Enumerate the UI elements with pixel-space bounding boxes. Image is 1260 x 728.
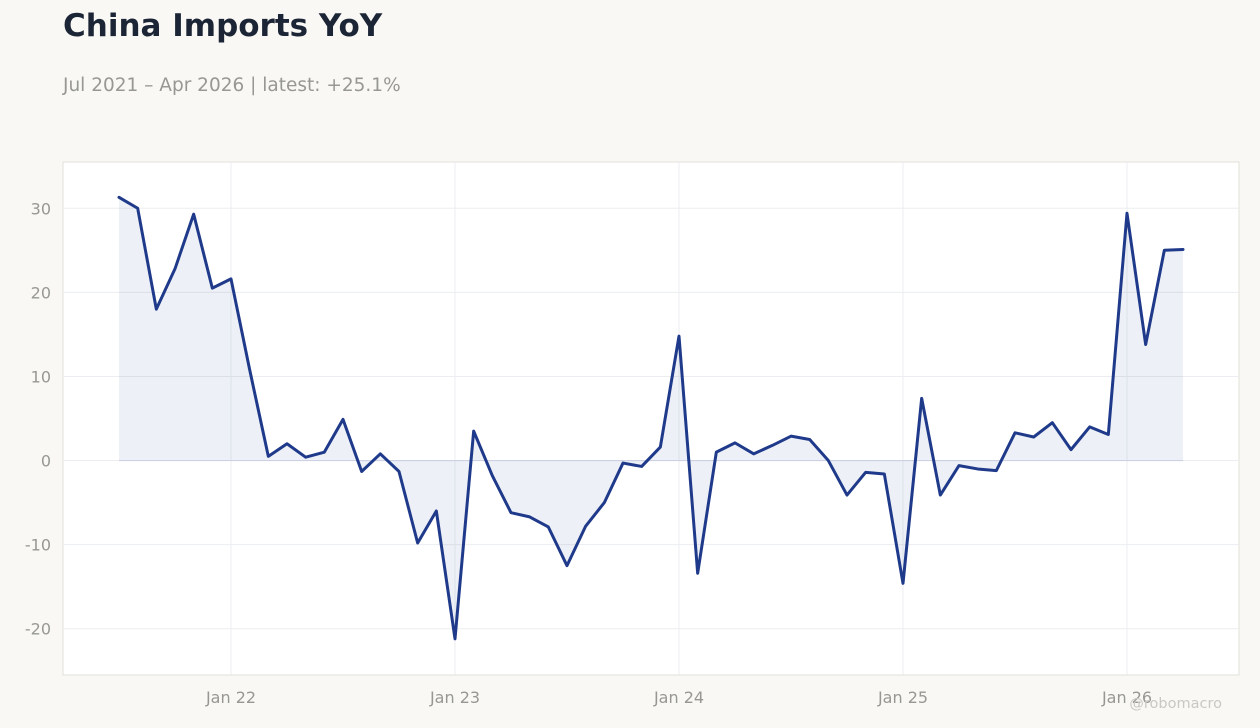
- y-axis-ticks: 30 20 10 0 -10 -20: [25, 199, 51, 638]
- data-point: [360, 469, 364, 473]
- data-point: [192, 212, 196, 216]
- series-line: [117, 195, 1185, 641]
- data-point: [994, 469, 998, 473]
- data-point: [602, 501, 606, 505]
- data-point: [1181, 247, 1185, 251]
- data-point: [509, 511, 513, 515]
- data-point: [584, 524, 588, 528]
- data-point: [733, 441, 737, 445]
- vertical-grid: [230, 162, 1128, 675]
- data-point: [864, 470, 868, 474]
- data-point: [1013, 431, 1017, 435]
- data-point: [789, 434, 793, 438]
- data-point: [882, 472, 886, 476]
- x-tick-label: Jan 25: [877, 688, 928, 707]
- data-point: [136, 206, 140, 210]
- data-point: [472, 429, 476, 433]
- x-tick-label: Jan 26: [1101, 688, 1152, 707]
- data-point: [210, 286, 214, 290]
- x-axis-ticks: Jan 22 Jan 23 Jan 24 Jan 25 Jan 26: [205, 688, 1152, 707]
- y-tick-label: 0: [41, 452, 51, 471]
- y-tick-label: 20: [31, 283, 51, 302]
- x-tick-label: Jan 24: [653, 688, 704, 707]
- data-point: [434, 509, 438, 513]
- data-point: [490, 474, 494, 478]
- data-point: [714, 450, 718, 454]
- data-point: [378, 452, 382, 456]
- data-point: [453, 637, 457, 641]
- data-point: [1125, 211, 1129, 215]
- data-point: [976, 467, 980, 471]
- data-point: [1144, 342, 1148, 346]
- data-point: [1069, 448, 1073, 452]
- data-point: [565, 564, 569, 568]
- data-point: [322, 450, 326, 454]
- data-point: [1106, 432, 1110, 436]
- data-point: [677, 334, 681, 338]
- x-tick-label: Jan 22: [205, 688, 256, 707]
- data-point: [341, 417, 345, 421]
- data-point: [770, 443, 774, 447]
- data-point: [621, 461, 625, 465]
- data-point: [266, 454, 270, 458]
- data-point: [696, 571, 700, 575]
- y-tick-label: 30: [31, 199, 51, 218]
- data-point: [901, 581, 905, 585]
- data-point: [528, 515, 532, 519]
- data-point: [304, 455, 308, 459]
- data-point: [1032, 435, 1036, 439]
- watermark: @robomacro: [1129, 696, 1222, 712]
- data-point: [752, 452, 756, 456]
- data-point: [658, 445, 662, 449]
- data-point: [640, 464, 644, 468]
- data-point: [416, 541, 420, 545]
- data-point: [154, 307, 158, 311]
- data-point: [546, 525, 550, 529]
- data-point: [845, 493, 849, 497]
- data-point: [938, 493, 942, 497]
- data-point: [826, 459, 830, 463]
- data-point: [1088, 425, 1092, 429]
- chart-subtitle: Jul 2021 – Apr 2026 | latest: +25.1%: [63, 75, 401, 96]
- data-point: [1162, 248, 1166, 252]
- data-point: [920, 396, 924, 400]
- y-tick-label: -10: [25, 536, 51, 555]
- y-tick-label: 10: [31, 367, 51, 386]
- data-point: [173, 267, 177, 271]
- chart-title: China Imports YoY: [63, 8, 383, 44]
- data-point: [1050, 421, 1054, 425]
- x-tick-label: Jan 23: [429, 688, 480, 707]
- data-point: [285, 442, 289, 446]
- data-point: [117, 195, 121, 199]
- data-point: [808, 438, 812, 442]
- data-point: [229, 277, 233, 281]
- data-point: [397, 469, 401, 473]
- data-point: [248, 368, 252, 372]
- data-point: [957, 464, 961, 468]
- y-tick-label: -20: [25, 620, 51, 639]
